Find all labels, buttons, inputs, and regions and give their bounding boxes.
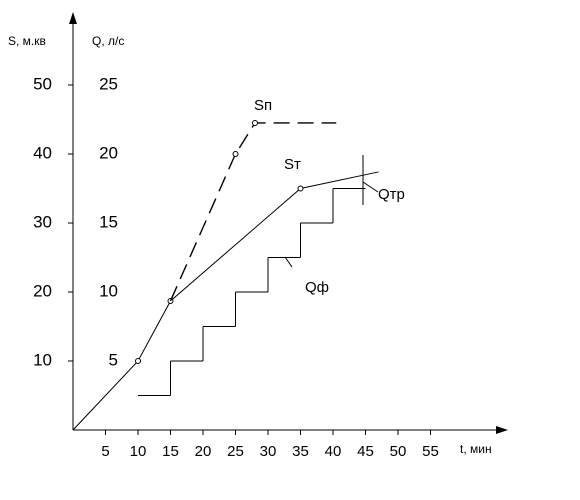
point-marker bbox=[297, 185, 304, 192]
annotation: Qтр bbox=[378, 186, 405, 203]
series-label: Qф bbox=[305, 279, 329, 296]
y2-tick-label: 15 bbox=[99, 212, 118, 231]
x-tick-label: 30 bbox=[260, 443, 277, 460]
x-tick-label: 55 bbox=[422, 443, 439, 460]
x-tick-label: 20 bbox=[195, 443, 212, 460]
series-line bbox=[169, 122, 337, 302]
x-tick-label: 35 bbox=[292, 443, 309, 460]
y-tick-label: 40 bbox=[33, 143, 52, 162]
y2-tick-label: 20 bbox=[99, 143, 118, 162]
y-tick-label: 30 bbox=[33, 212, 52, 231]
x-tick-label: 25 bbox=[227, 443, 244, 460]
leader-line bbox=[362, 181, 379, 193]
y-arrow bbox=[69, 12, 77, 24]
x-tick-label: 45 bbox=[357, 443, 374, 460]
y-tick-label: 20 bbox=[33, 281, 52, 300]
x-tick-label: 40 bbox=[325, 443, 342, 460]
point-marker bbox=[135, 358, 141, 364]
y2-tick-label: 10 bbox=[99, 281, 118, 300]
y-label: S, м.кв bbox=[8, 34, 46, 48]
point-marker bbox=[252, 119, 258, 126]
x-tick-label: 15 bbox=[162, 443, 179, 460]
y2-tick-label: 25 bbox=[99, 74, 118, 93]
x-arrow bbox=[496, 426, 508, 434]
y-tick-label: 50 bbox=[33, 74, 52, 93]
leader-line bbox=[284, 256, 293, 268]
series-label: Sт bbox=[284, 156, 301, 173]
y2-tick-label: 5 bbox=[109, 350, 118, 369]
y-tick-label: 10 bbox=[33, 350, 52, 369]
x-tick-label: 5 bbox=[101, 443, 109, 460]
y2-label: Q, л/с bbox=[92, 34, 124, 48]
x-tick-label: 50 bbox=[390, 443, 407, 460]
x-tick-label: 10 bbox=[130, 443, 147, 460]
x-label: t, мин bbox=[460, 442, 492, 456]
series-label: Sп bbox=[254, 97, 272, 114]
point-marker bbox=[232, 151, 239, 157]
